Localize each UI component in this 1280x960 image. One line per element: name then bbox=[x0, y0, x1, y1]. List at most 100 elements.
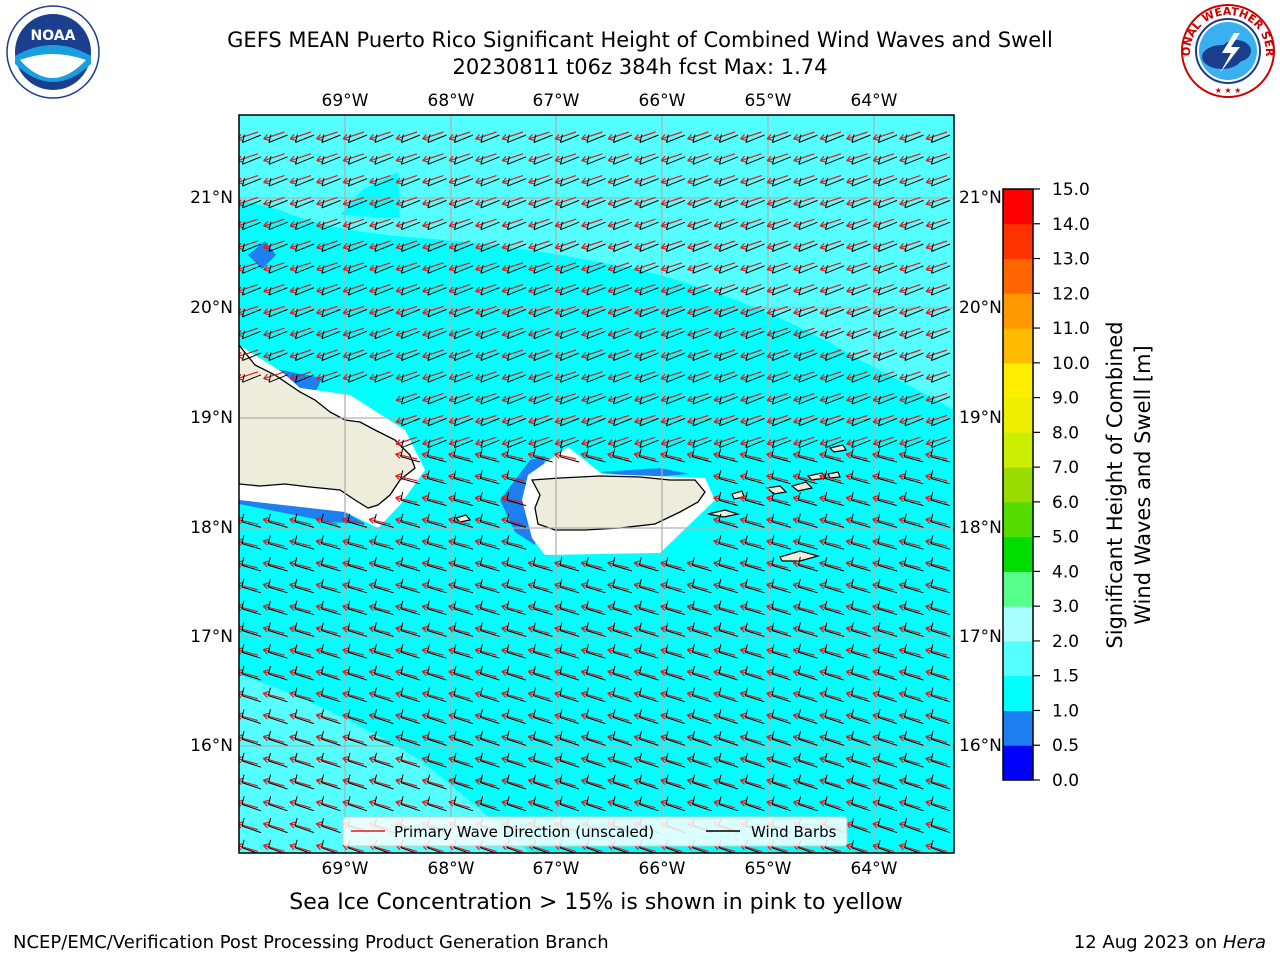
lon-top-label: 66°W bbox=[639, 91, 686, 111]
wave-direction-arrow bbox=[766, 305, 789, 314]
wind-barb-flag bbox=[904, 265, 908, 274]
wave-direction-arrow bbox=[239, 714, 259, 722]
wind-barb-staff bbox=[454, 330, 474, 340]
wind-barb-flag bbox=[745, 330, 749, 339]
wave-direction-arrow bbox=[819, 605, 842, 613]
wind-barb-flag bbox=[267, 600, 271, 609]
wave-direction-arrow bbox=[263, 736, 285, 743]
wind-barb-flag bbox=[453, 308, 457, 318]
wave-direction-arrow bbox=[793, 196, 815, 205]
wave-direction-arrow bbox=[925, 453, 948, 460]
wave-direction-arrow bbox=[634, 736, 656, 743]
wave-direction-arrow bbox=[581, 305, 603, 314]
wave-arrow-head bbox=[501, 603, 508, 611]
wave-direction-arrow bbox=[395, 393, 418, 402]
wind-barb-flag bbox=[930, 470, 934, 479]
wave-direction-arrow bbox=[766, 714, 789, 722]
wave-arrow-head bbox=[262, 647, 270, 655]
wave-arrow-head bbox=[395, 777, 402, 785]
wind-barb-staff bbox=[533, 374, 553, 383]
wind-barb-staff bbox=[268, 695, 288, 703]
wind-barb-staff bbox=[666, 265, 686, 274]
wave-direction-arrow bbox=[554, 779, 577, 787]
wave-arrow-head bbox=[740, 351, 747, 359]
wave-arrow-head bbox=[739, 712, 747, 720]
wind-barb-staff bbox=[586, 608, 606, 616]
wind-barb-staff bbox=[427, 716, 447, 725]
wave-direction-arrow bbox=[607, 371, 630, 380]
wind-barb-flag bbox=[506, 439, 510, 448]
wave-direction-arrow bbox=[289, 844, 312, 852]
wave-arrow-head bbox=[846, 264, 853, 272]
wind-barb-flag bbox=[798, 177, 802, 187]
wind-barb-staff bbox=[268, 608, 288, 616]
wave-arrow-head bbox=[395, 264, 403, 272]
wave-arrow-head bbox=[581, 351, 588, 359]
wave-direction-arrow bbox=[528, 175, 550, 184]
wind-barb-flag bbox=[374, 774, 378, 783]
wind-barb-flag bbox=[851, 243, 855, 252]
wind-barb-staff bbox=[374, 330, 394, 340]
wave-direction-arrow bbox=[713, 475, 736, 482]
wave-direction-arrow bbox=[342, 327, 365, 336]
wind-barb-flag bbox=[877, 578, 881, 588]
shallow-zone-nw bbox=[248, 241, 276, 269]
wave-arrow-head bbox=[289, 560, 296, 568]
wave-direction-arrow bbox=[925, 518, 948, 525]
wind-barb-staff bbox=[533, 396, 553, 405]
wave-direction-arrow bbox=[819, 649, 842, 656]
wind-barb-staff bbox=[798, 803, 818, 812]
wave-arrow-head bbox=[501, 308, 509, 316]
lat-left-label: 17°N bbox=[190, 627, 233, 647]
wave-direction-arrow bbox=[925, 131, 948, 140]
wave-direction-arrow bbox=[660, 692, 683, 700]
wave-arrow-head bbox=[342, 373, 350, 381]
wind-barb-flag bbox=[347, 774, 351, 783]
wind-barb-flag bbox=[585, 600, 589, 609]
wave-arrow-head bbox=[395, 669, 402, 677]
wind-barb-staff bbox=[294, 521, 315, 528]
wave-direction-arrow bbox=[607, 262, 630, 271]
wind-barb-staff bbox=[586, 265, 606, 274]
wave-arrow-head bbox=[633, 451, 640, 459]
wind-barb-flag bbox=[745, 752, 749, 762]
wave-arrow-head bbox=[448, 516, 455, 524]
wave-arrow-head bbox=[660, 177, 668, 185]
wave-direction-arrow bbox=[395, 540, 418, 547]
wind-barb-staff bbox=[665, 695, 686, 703]
wave-direction-arrow bbox=[740, 757, 762, 765]
wave-direction-arrow bbox=[872, 284, 895, 293]
wave-direction-arrow bbox=[448, 475, 471, 482]
wave-direction-arrow bbox=[925, 562, 948, 569]
wave-direction-arrow bbox=[739, 540, 762, 547]
wave-direction-arrow bbox=[713, 714, 736, 722]
wind-barb-staff bbox=[427, 651, 447, 659]
wave-direction-arrow bbox=[475, 393, 497, 402]
wind-barb-staff bbox=[533, 586, 553, 594]
land-st-croix bbox=[779, 550, 821, 562]
wave-direction-arrow bbox=[766, 496, 789, 504]
wave-direction-arrow bbox=[239, 627, 259, 634]
wave-arrow-head bbox=[713, 495, 720, 503]
wind-barb-staff bbox=[878, 221, 898, 231]
wind-barb-flag bbox=[268, 774, 272, 783]
wave-direction-arrow bbox=[687, 692, 709, 700]
wind-barb-flag bbox=[427, 774, 431, 783]
wind-barb-staff bbox=[480, 265, 500, 274]
wind-barb-flag bbox=[427, 243, 431, 252]
wave-direction-arrow bbox=[395, 262, 418, 271]
wave-direction-arrow bbox=[554, 562, 577, 569]
wave-direction-arrow bbox=[263, 649, 285, 656]
wave-arrow-head bbox=[395, 199, 403, 207]
wind-barb-flag bbox=[718, 796, 722, 805]
wind-barb-staff bbox=[904, 308, 924, 318]
wave-arrow-head bbox=[607, 799, 614, 807]
wind-barb-flag bbox=[480, 134, 484, 143]
wind-barb-staff bbox=[877, 716, 898, 725]
wind-barb-flag bbox=[427, 330, 431, 339]
wave-arrow-head bbox=[819, 647, 826, 655]
wind-barb-staff bbox=[798, 374, 818, 383]
wave-direction-arrow bbox=[925, 414, 948, 423]
wave-direction-arrow bbox=[581, 692, 603, 700]
wave-arrow-head bbox=[368, 582, 376, 590]
